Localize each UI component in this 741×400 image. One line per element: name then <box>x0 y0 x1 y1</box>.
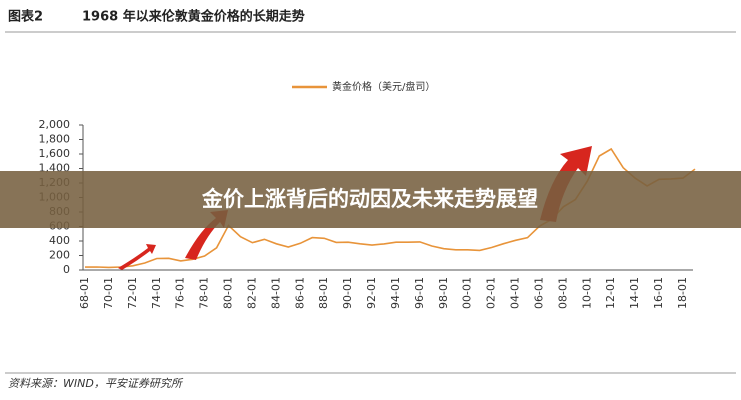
x-tick-label: 88-01 <box>317 277 330 309</box>
x-tick-label: 78-01 <box>198 277 211 309</box>
chart-title: 1968 年以来伦敦黄金价格的长期走势 <box>82 9 305 25</box>
x-tick-label: 18-01 <box>676 277 689 309</box>
x-tick-label: 72-01 <box>126 277 139 309</box>
x-tick-label: 92-01 <box>365 277 378 309</box>
x-tick-label: 80-01 <box>222 277 235 309</box>
x-tick-label: 82-01 <box>245 277 258 309</box>
y-tick-label: 400 <box>49 234 70 247</box>
x-tick-label: 74-01 <box>150 277 163 309</box>
overlay-banner <box>0 171 741 228</box>
x-tick-label: 16-01 <box>652 277 665 309</box>
x-tick-label: 00-01 <box>461 277 474 309</box>
source-note: 资料来源：WIND，平安证券研究所 <box>8 377 184 390</box>
x-tick-label: 94-01 <box>389 277 402 309</box>
x-tick-label: 02-01 <box>485 277 498 309</box>
x-tick-label: 68-01 <box>78 277 91 309</box>
legend-label: 黄金价格（美元/盘司） <box>332 80 435 93</box>
trend-arrow <box>118 244 156 270</box>
y-tick-label: 0 <box>63 263 70 276</box>
figure-label: 图表2 <box>8 9 43 25</box>
x-tick-label: 96-01 <box>413 277 426 309</box>
x-tick-label: 86-01 <box>293 277 306 309</box>
y-tick-label: 200 <box>49 249 70 262</box>
x-tick-label: 06-01 <box>532 277 545 309</box>
x-tick-label: 84-01 <box>269 277 282 309</box>
y-tick-label: 1,800 <box>39 133 71 146</box>
overlay-title: 金价上涨背后的动因及未来走势展望 <box>201 187 538 211</box>
x-tick-label: 90-01 <box>341 277 354 309</box>
x-tick-label: 98-01 <box>437 277 450 309</box>
y-tick-label: 1,600 <box>39 147 71 160</box>
x-tick-label: 14-01 <box>628 277 641 309</box>
price-line <box>84 147 696 269</box>
x-tick-label: 12-01 <box>604 277 617 309</box>
y-tick-label: 2,000 <box>39 118 71 131</box>
x-tick-label: 04-01 <box>509 277 522 309</box>
x-tick-label: 76-01 <box>174 277 187 309</box>
x-tick-label: 70-01 <box>102 277 115 309</box>
x-tick-label: 08-01 <box>556 277 569 309</box>
x-tick-label: 10-01 <box>580 277 593 309</box>
